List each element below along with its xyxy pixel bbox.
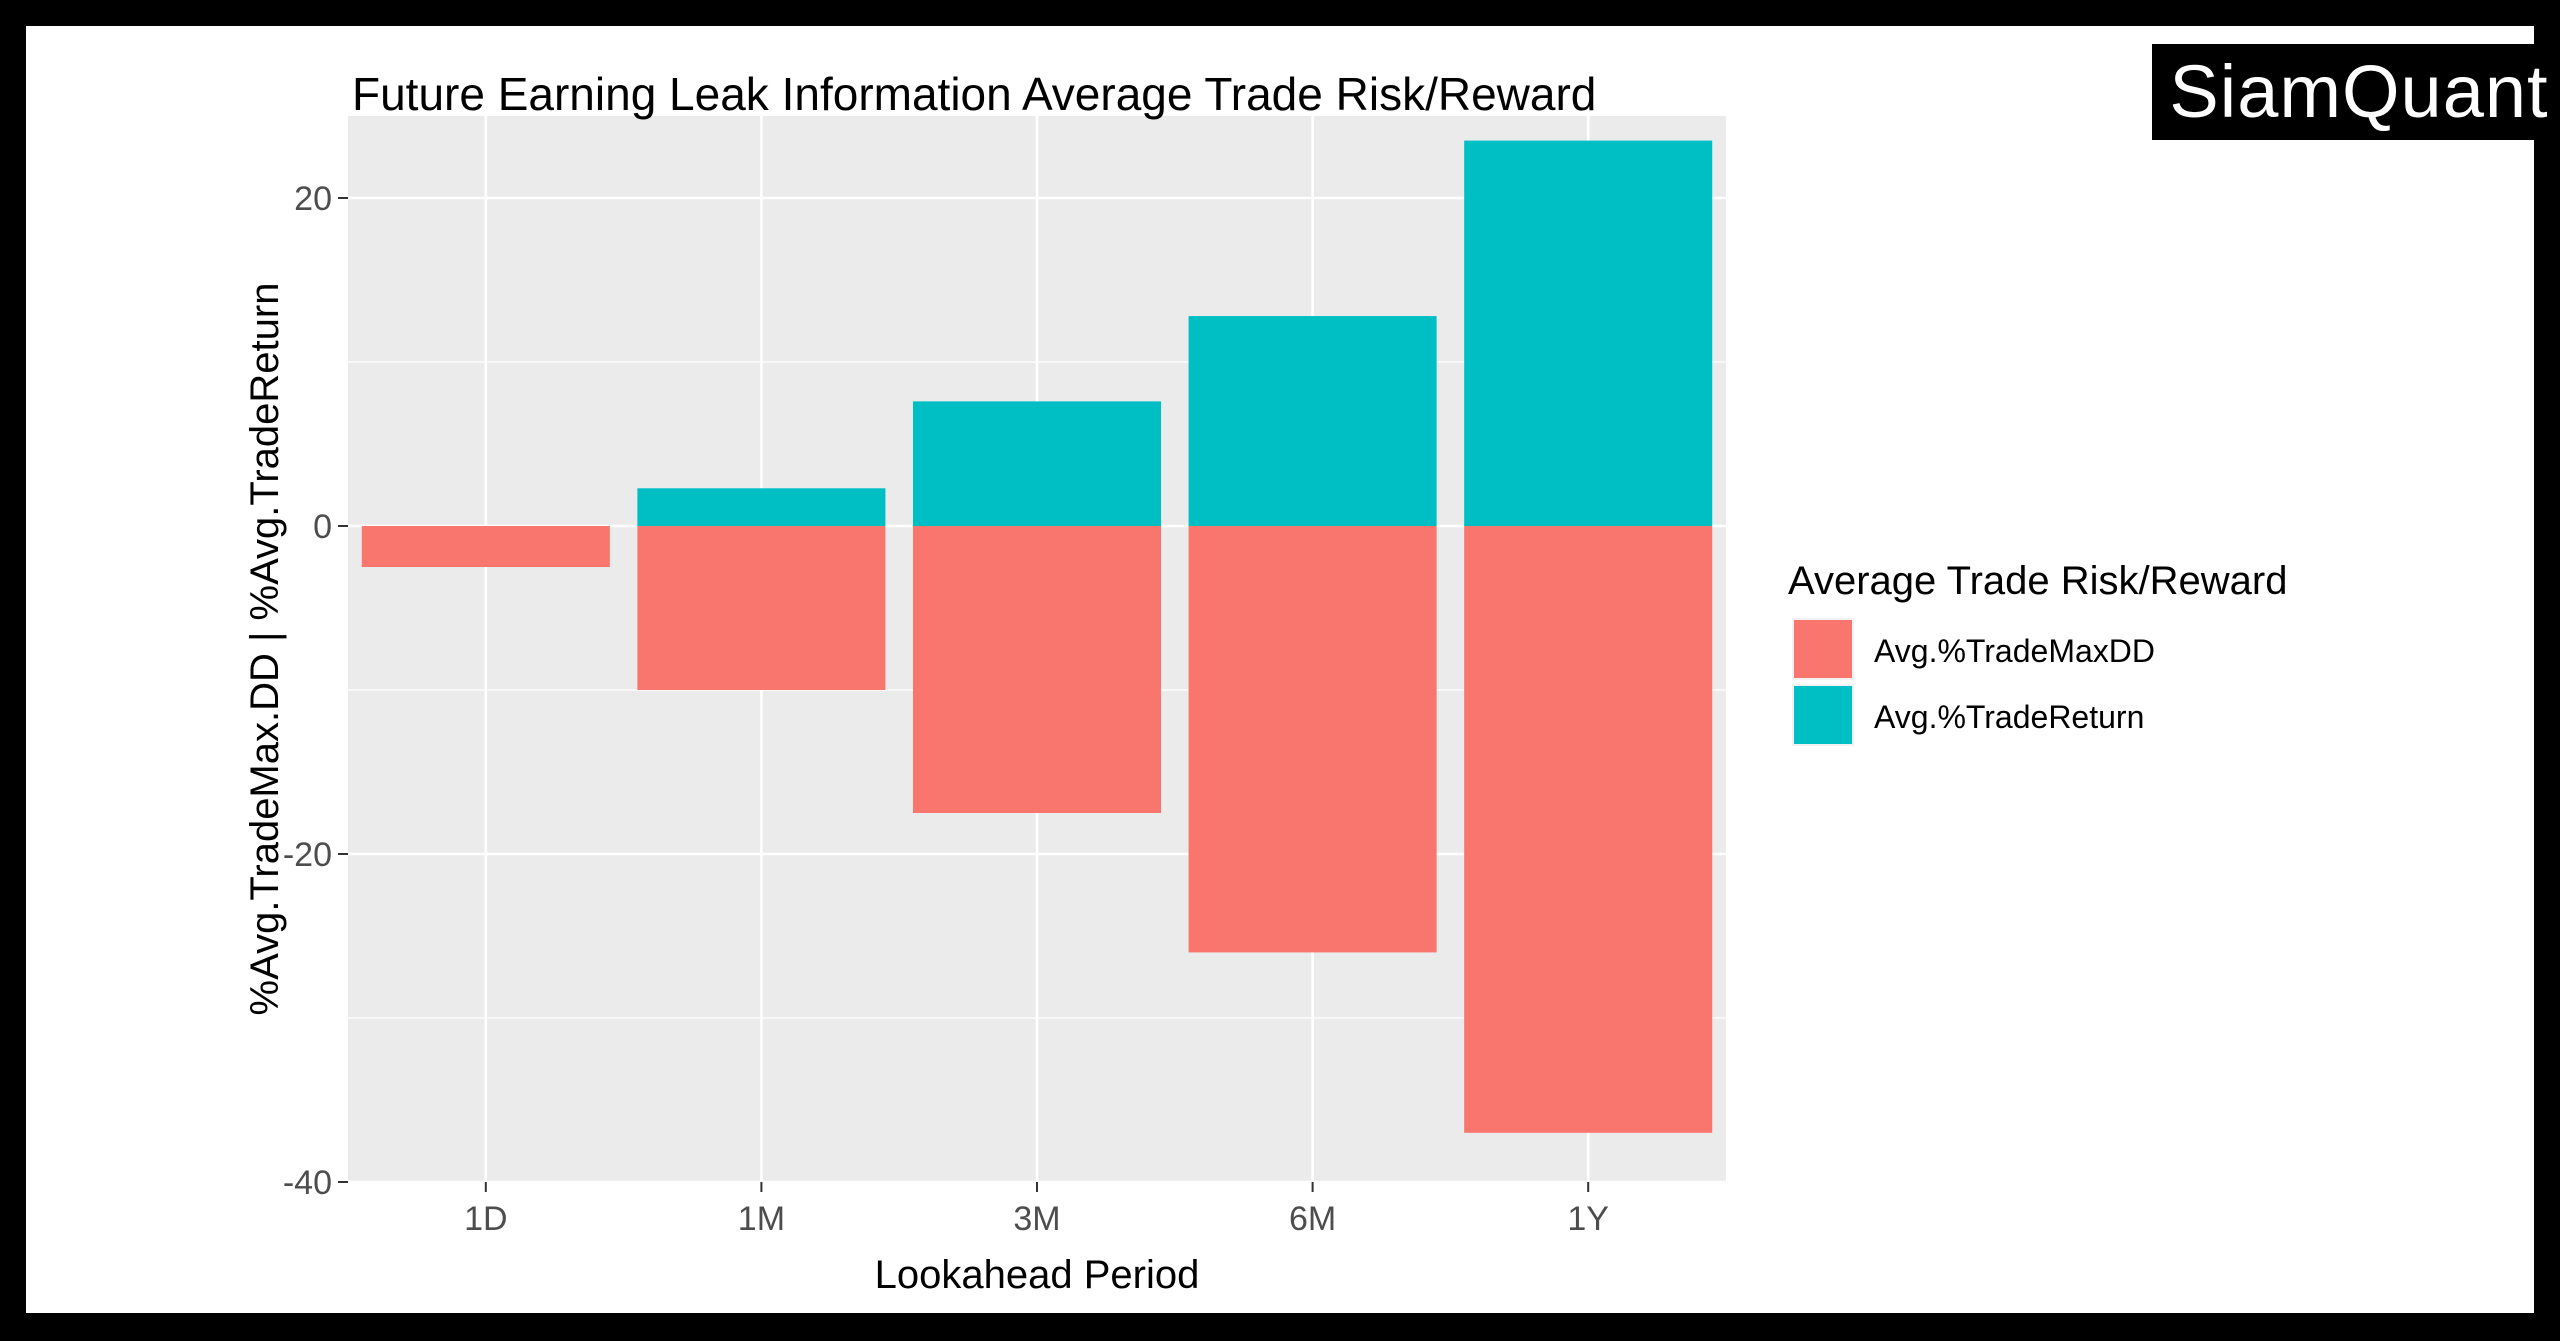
bars: [361, 140, 1713, 1133]
bar-avg-tradereturn-3m: [912, 401, 1162, 526]
legend-swatch-avg-trademaxdd: [1794, 620, 1852, 678]
bar-chart: -40 -20 0 20 1D 1M 3M 6M 1Y Future Earning Leak…: [243, 68, 2288, 1297]
legend-label: Avg.%TradeReturn: [1874, 699, 2144, 735]
chart-title: Future Earning Leak Information Average …: [352, 68, 1596, 120]
siamquant-watermark: SiamQuant: [2152, 44, 2560, 140]
bar-avg-tradereturn-1y: [1464, 140, 1713, 526]
bar-avg-trademaxdd-3m: [912, 526, 1162, 813]
bar-avg-trademaxdd-1y: [1464, 526, 1713, 1133]
y-axis-label: %Avg.TradeMax.DD | %Avg.TradeReturn: [243, 283, 287, 1016]
y-axis: -40 -20 0 20: [283, 180, 348, 1202]
y-tick-label: 20: [294, 180, 332, 218]
bar-avg-trademaxdd-1m: [637, 526, 886, 690]
bar-avg-trademaxdd-1d: [361, 526, 610, 567]
y-tick-label: 0: [313, 508, 332, 546]
bar-avg-tradereturn-1m: [637, 488, 886, 526]
legend: Average Trade Risk/Reward Avg.%TradeMaxD…: [1788, 559, 2288, 746]
legend-title: Average Trade Risk/Reward: [1788, 559, 2288, 603]
x-tick-label: 6M: [1289, 1200, 1336, 1238]
legend-label: Avg.%TradeMaxDD: [1874, 633, 2155, 669]
x-tick-label: 3M: [1013, 1200, 1060, 1238]
x-axis-label: Lookahead Period: [875, 1253, 1200, 1297]
bar-avg-trademaxdd-6m: [1188, 526, 1437, 953]
legend-swatch-avg-tradereturn: [1794, 686, 1852, 744]
x-tick-label: 1M: [738, 1200, 785, 1238]
x-tick-label: 1Y: [1567, 1200, 1609, 1238]
bar-avg-tradereturn-6m: [1188, 316, 1437, 526]
y-tick-label: -20: [283, 836, 332, 874]
x-tick-label: 1D: [464, 1200, 507, 1238]
legend-items: Avg.%TradeMaxDD Avg.%TradeReturn: [1792, 618, 2155, 746]
x-axis: 1D 1M 3M 6M 1Y: [464, 1182, 1609, 1238]
chart-canvas: -40 -20 0 20 1D 1M 3M 6M 1Y Future Earning Leak…: [26, 26, 2560, 1313]
y-tick-label: -40: [283, 1164, 332, 1202]
